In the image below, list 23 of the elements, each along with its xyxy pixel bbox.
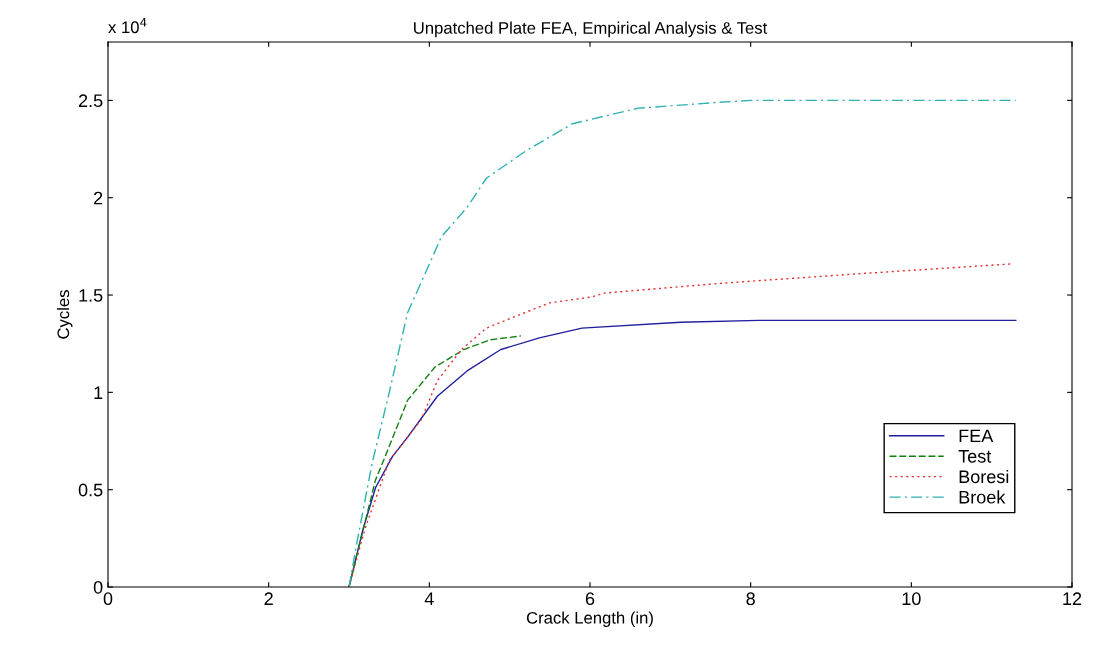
x-tick-label: 6 — [585, 592, 595, 606]
line-series — [348, 335, 522, 587]
y-tick-label: 1 — [94, 386, 103, 399]
y-tick-label: 0 — [93, 580, 103, 594]
text: x 10$^{4}$ — [108, 18, 147, 34]
y-tick-label: 2.5 — [78, 94, 103, 108]
legend-label: FEA — [959, 429, 994, 443]
legend-label: Broek — [959, 490, 1006, 504]
x-tick-label: 0 — [103, 592, 113, 606]
x-tick-label: 8 — [746, 592, 755, 606]
legend-label: Boresi — [959, 469, 1009, 484]
y-tick-label: 1.5 — [79, 289, 103, 302]
line-series — [348, 99, 1017, 587]
y-axis-title: Cycles — [56, 290, 73, 339]
chart-title: Unpatched Plate FEA, Empirical Analysis & Test — [414, 21, 768, 38]
legend-label: Test — [958, 450, 992, 463]
x-tick-label: 4 — [424, 592, 434, 605]
x-axis-title: Crack Length (in) — [526, 611, 653, 628]
x-tick-label: 10 — [902, 592, 921, 606]
y-tick-label: 2 — [94, 191, 103, 205]
y-tick-label: 0.5 — [78, 483, 103, 497]
x-tick-label: 2 — [264, 592, 273, 605]
x-tick-label: 12 — [1063, 592, 1082, 605]
